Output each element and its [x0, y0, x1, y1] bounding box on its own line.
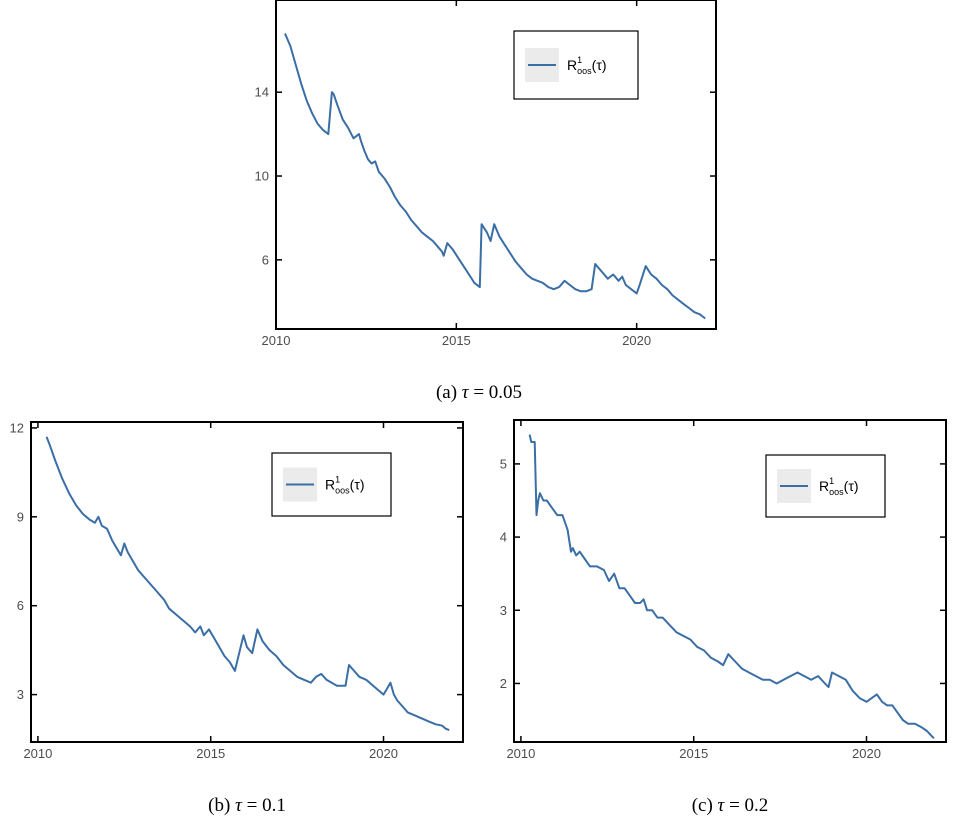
plot-frame-b [30, 421, 464, 743]
legend-label-c: R1 oos(τ) [819, 476, 859, 497]
y-tick-label-a-14: 14 [255, 85, 269, 100]
axis-ticks-b: 2010 2015 2020 3 6 9 12 [10, 420, 463, 761]
caption-c: (c) τ = 0.2 [692, 795, 769, 816]
series-line-a [284, 33, 706, 320]
x-tick-label-a-2020: 2020 [622, 333, 651, 348]
series-line-c [528, 434, 935, 739]
y-tick-label-a-10: 10 [255, 169, 269, 184]
x-tick-label-c-2020: 2020 [852, 746, 881, 761]
y-tick-label-b-12: 12 [10, 420, 24, 435]
x-tick-label-a-2010: 2010 [262, 333, 291, 348]
y-tick-label-c-2: 2 [500, 676, 507, 691]
series-line-b [45, 436, 450, 732]
x-tick-label-a-2015: 2015 [442, 333, 471, 348]
x-tick-label-c-2010: 2010 [506, 746, 535, 761]
y-tick-label-b-6: 6 [17, 598, 24, 613]
legend-label-b: R1 oos(τ) [325, 475, 365, 496]
y-tick-label-b-3: 3 [17, 687, 24, 702]
legend-label-a: R1 oos(τ) [567, 55, 607, 76]
caption-b: (b) τ = 0.1 [208, 795, 286, 816]
y-tick-label-a-6: 6 [262, 252, 269, 267]
x-tick-label-c-2015: 2015 [679, 746, 708, 761]
plot-frame-c [513, 419, 947, 743]
panel-a: 2010 2015 2020 6 10 14 R1 oos(τ) (a) τ = 0.05 [255, 0, 717, 403]
x-tick-label-b-2010: 2010 [23, 746, 52, 761]
x-tick-label-b-2020: 2020 [369, 746, 398, 761]
y-tick-label-c-4: 4 [500, 530, 507, 545]
axis-ticks-c: 2010 2015 2020 2 3 4 5 [500, 420, 946, 761]
legend-b: R1 oos(τ) [271, 452, 392, 517]
panel-b: 2010 2015 2020 3 6 9 12 R1 oos(τ) (b) τ = 0.1 [10, 420, 464, 816]
plot-frame-a [275, 0, 717, 330]
caption-a: (a) τ = 0.05 [436, 382, 522, 403]
y-tick-label-b-9: 9 [17, 509, 24, 524]
legend-c: R1 oos(τ) [765, 454, 886, 518]
legend-a: R1 oos(τ) [513, 30, 639, 100]
y-tick-label-c-3: 3 [500, 603, 507, 618]
panel-c: 2010 2015 2020 2 3 4 5 R1 oos(τ) (c) τ = 0.2 [500, 419, 947, 816]
x-tick-label-b-2015: 2015 [196, 746, 225, 761]
axis-ticks-a: 2010 2015 2020 6 10 14 [255, 0, 716, 348]
y-tick-label-c-5: 5 [500, 456, 507, 471]
